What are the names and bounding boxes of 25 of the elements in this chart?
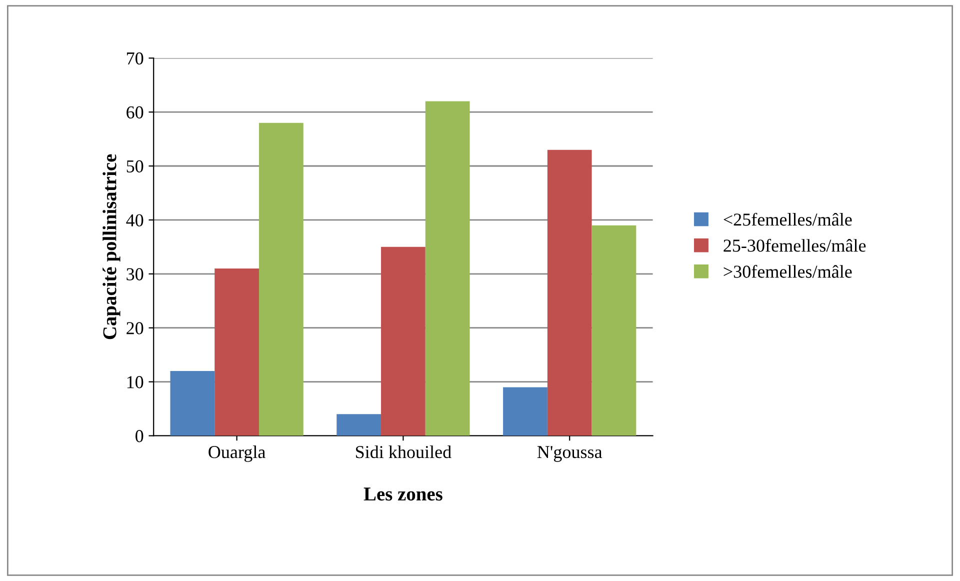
- legend-label: >30femelles/mâle: [724, 264, 852, 278]
- bar: [592, 225, 636, 436]
- y-tick-label: 0: [136, 430, 144, 442]
- legend-label: <25femelles/mâle: [724, 212, 852, 226]
- bar: [336, 414, 382, 436]
- bar: [503, 387, 548, 436]
- y-tick-label: 30: [126, 268, 144, 280]
- bar: [381, 246, 426, 436]
- y-tick-label: 10: [127, 376, 144, 388]
- x-axis-title: Les zones: [364, 488, 442, 501]
- y-tick-label: 60: [126, 106, 144, 118]
- bar: [425, 101, 470, 436]
- y-tick-label: 20: [126, 322, 144, 334]
- y-tick-label: 70: [127, 52, 144, 65]
- bar: [214, 268, 259, 436]
- y-tick-label: 50: [126, 160, 144, 172]
- y-tick-label: 40: [126, 214, 144, 226]
- bar: [170, 371, 215, 436]
- bar: [547, 150, 592, 436]
- x-tick-label: Ouargla: [208, 445, 266, 462]
- legend-label: 25-30femelles/mâle: [724, 238, 866, 252]
- bar: [258, 122, 304, 436]
- x-tick-label: Sidi khouiled: [356, 445, 452, 458]
- x-tick-label: N'goussa: [537, 446, 602, 462]
- y-axis-title: Capacité pollinisatrice: [102, 154, 120, 340]
